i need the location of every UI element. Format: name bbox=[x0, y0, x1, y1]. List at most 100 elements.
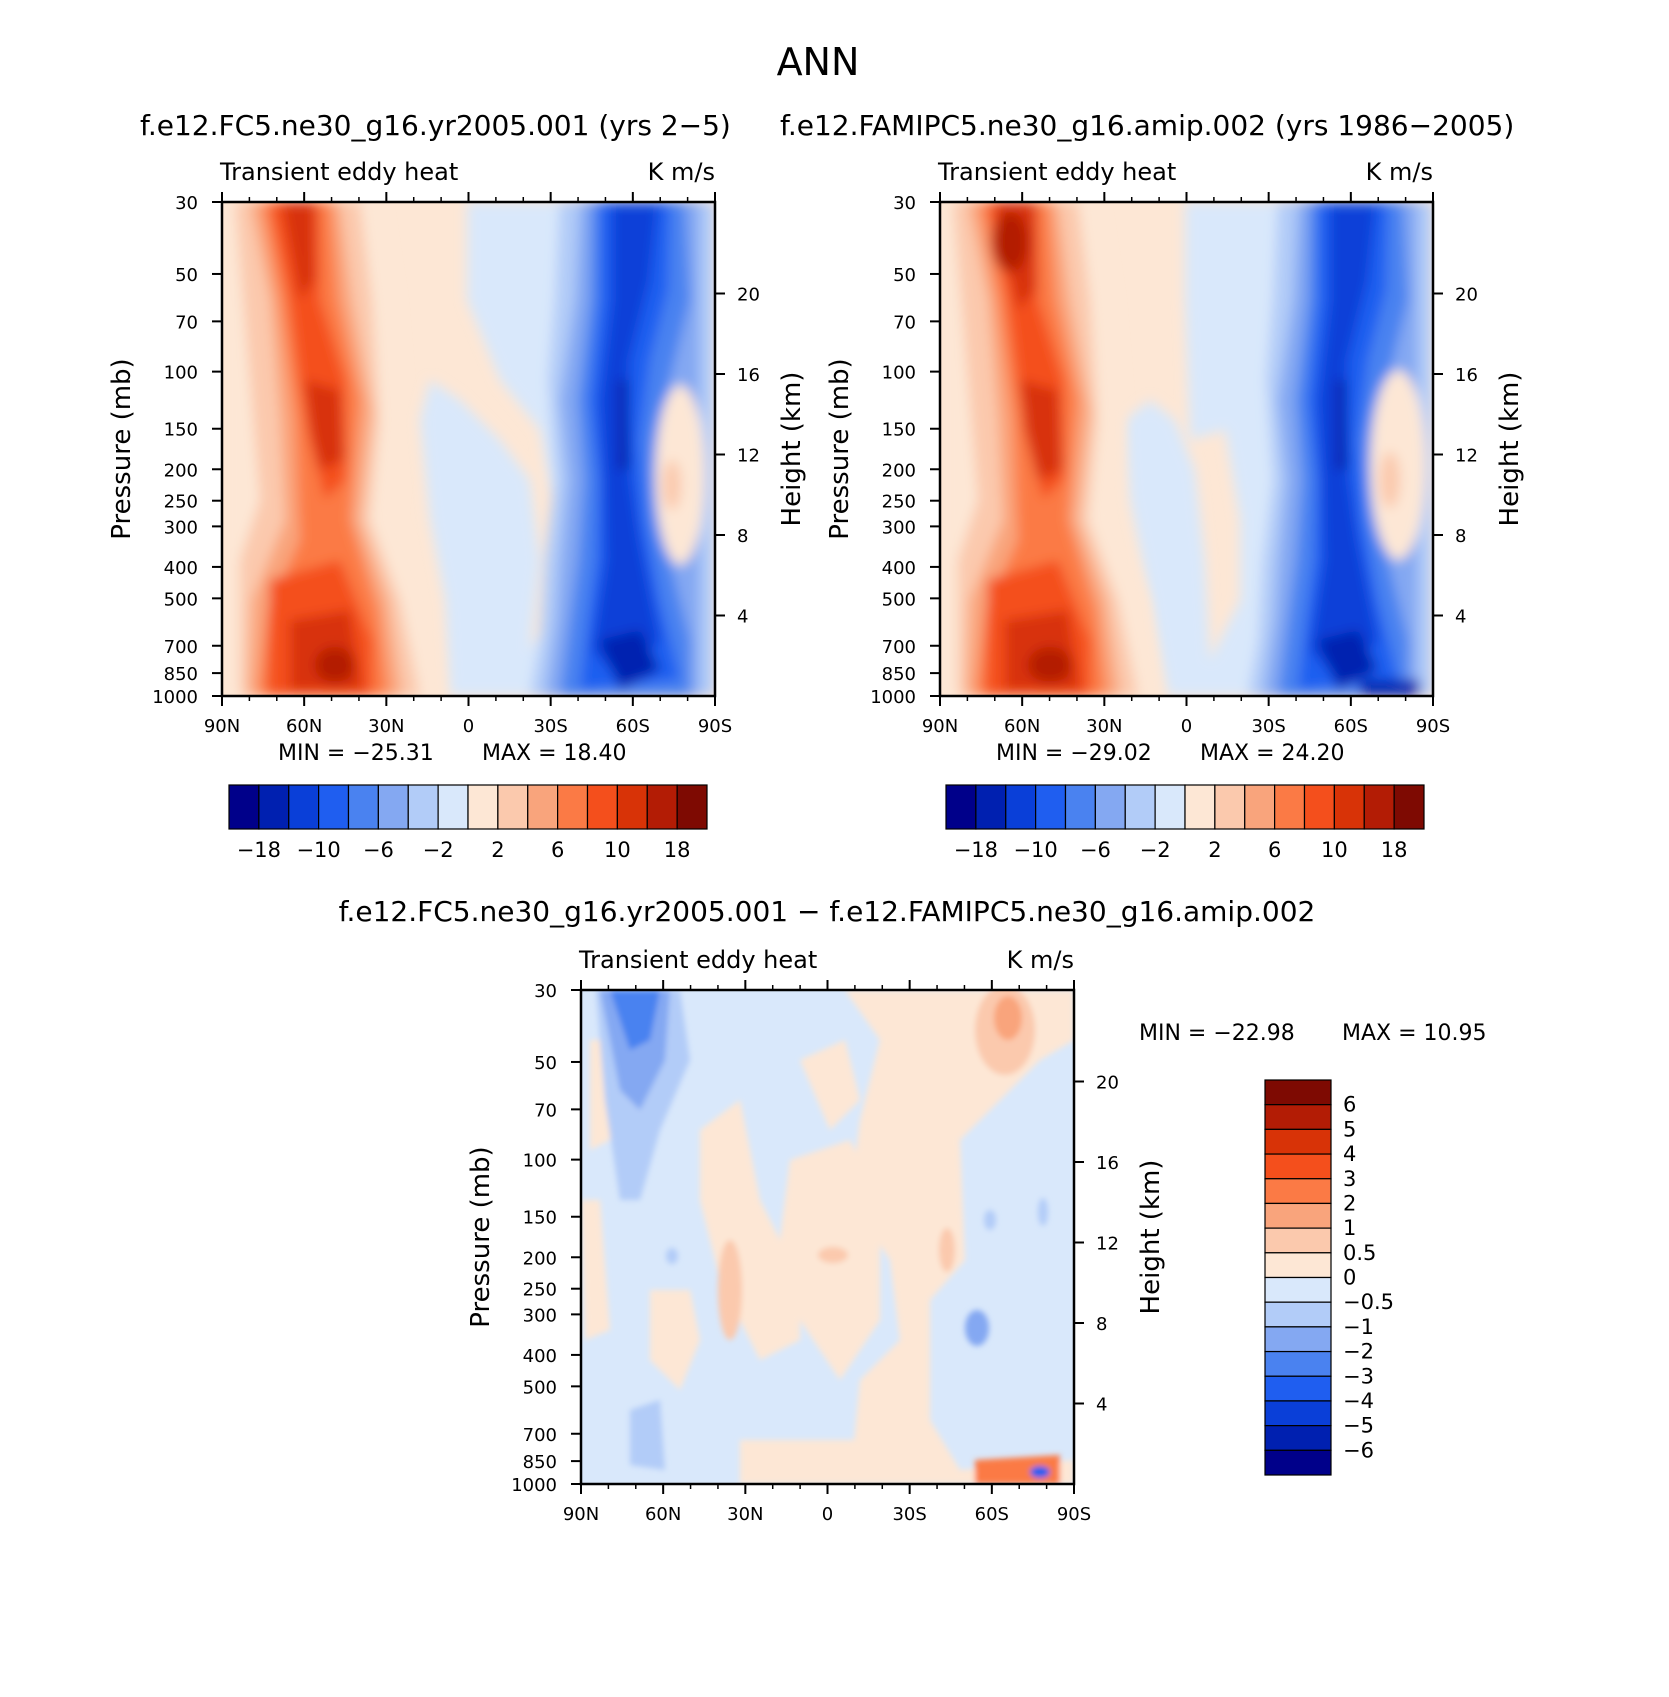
panel-2-ytick-label: 200 bbox=[882, 460, 916, 481]
panel-2-colorbar-label: −10 bbox=[1013, 838, 1057, 862]
panel-2-colorbar-label: −2 bbox=[1140, 838, 1171, 862]
panel-1-ytick-label: 400 bbox=[164, 558, 198, 579]
panel-2-case-title: f.e12.FAMIPC5.ne30_g16.amip.002 (yrs 198… bbox=[780, 109, 1514, 142]
panel-1-field bbox=[222, 202, 715, 696]
panel-3-xtick-label: 90S bbox=[1057, 1504, 1091, 1525]
panel-3-ytick-label: 100 bbox=[523, 1151, 557, 1172]
panel-1-colorbar-swatch bbox=[377, 784, 409, 830]
panel-2-colorbar-label: 18 bbox=[1381, 838, 1408, 862]
panel-3-ytick-label: 300 bbox=[523, 1305, 557, 1326]
panel-1-colorbar-swatch bbox=[527, 784, 559, 830]
panel-3-colorbar-label: 3 bbox=[1343, 1167, 1356, 1191]
panel-3-xtick-label: 30N bbox=[727, 1504, 763, 1525]
panel-1-max: MAX = 18.40 bbox=[482, 741, 627, 766]
panel-2: f.e12.FAMIPC5.ne30_g16.amip.002 (yrs 198… bbox=[780, 109, 1525, 862]
panel-3-colorbar-swatch bbox=[1264, 1252, 1332, 1279]
panel-3-colorbar-label: −6 bbox=[1343, 1438, 1374, 1462]
panel-1-ytick-label: 250 bbox=[164, 492, 198, 513]
panel-2-colorbar-label: 10 bbox=[1321, 838, 1348, 862]
panel-3-min: MIN = −22.98 bbox=[1139, 1021, 1295, 1046]
panel-3-colorbar-label: −0.5 bbox=[1343, 1290, 1394, 1314]
panel-3-colorbar-label: −3 bbox=[1343, 1364, 1374, 1388]
panel-1-ytick-label: 200 bbox=[164, 460, 198, 481]
panel-3-ylabel: Pressure (mb) bbox=[466, 1146, 496, 1327]
panel-3-ytick-right-label: 16 bbox=[1096, 1153, 1119, 1174]
panel-2-ytick-right-label: 16 bbox=[1455, 365, 1478, 386]
panel-2-ytick-right-label: 20 bbox=[1455, 284, 1478, 305]
panel-3-colorbar-label: 6 bbox=[1343, 1093, 1356, 1117]
panel-1-colorbar-label: −6 bbox=[363, 838, 394, 862]
panel-3-colorbar-label: 0.5 bbox=[1343, 1241, 1376, 1265]
panel-2-ytick-label: 250 bbox=[882, 492, 916, 513]
panel-3-colorbar-swatch bbox=[1264, 1227, 1332, 1254]
panel-3-colorbar-swatch bbox=[1264, 1079, 1332, 1106]
panel-3-colorbar-swatch bbox=[1264, 1178, 1332, 1205]
panel-2-xtick-label: 0 bbox=[1181, 716, 1192, 737]
panel-1-variable: Transient eddy heat bbox=[219, 158, 458, 186]
panel-2-colorbar-swatch bbox=[1124, 784, 1156, 830]
panel-1-xtick-label: 60S bbox=[616, 716, 650, 737]
panel-1-ytick-label: 300 bbox=[164, 517, 198, 538]
panel-1-ytick-label: 700 bbox=[164, 637, 198, 658]
panel-2-colorbar-swatch bbox=[1094, 784, 1126, 830]
panel-2-colorbar-swatch bbox=[1064, 784, 1096, 830]
panel-2-min: MIN = −29.02 bbox=[996, 741, 1152, 766]
panel-3-ytick-right-label: 20 bbox=[1096, 1072, 1119, 1093]
panel-2-colorbar-swatch bbox=[1214, 784, 1246, 830]
panel-1-units: K m/s bbox=[648, 158, 715, 186]
panel-3-colorbar-swatch bbox=[1264, 1276, 1332, 1303]
panel-3-colorbar-swatch bbox=[1264, 1326, 1332, 1353]
panel-2-colorbar-swatch bbox=[1393, 784, 1425, 830]
panel-2-ylabel-right: Height (km) bbox=[1495, 372, 1525, 527]
panel-3-colorbar-swatch bbox=[1264, 1449, 1332, 1476]
panel-3-colorbar-label: −2 bbox=[1343, 1340, 1374, 1364]
panel-3-colorbar-label: −4 bbox=[1343, 1389, 1374, 1413]
panel-1-case-title: f.e12.FC5.ne30_g16.yr2005.001 (yrs 2−5) bbox=[140, 109, 731, 142]
panel-2-ytick-right-label: 12 bbox=[1455, 445, 1478, 466]
panel-1-ytick-right-label: 16 bbox=[737, 365, 760, 386]
panel-1-ytick-label: 500 bbox=[164, 589, 198, 610]
panel-1-colorbar-label: −2 bbox=[423, 838, 454, 862]
panel-3-ylabel-right: Height (km) bbox=[1136, 1160, 1166, 1315]
panel-3-ytick-label: 250 bbox=[523, 1280, 557, 1301]
panel-2-ytick-right-label: 4 bbox=[1455, 606, 1466, 627]
panel-1-colorbar-swatch bbox=[437, 784, 469, 830]
panel-3-ytick-label: 30 bbox=[534, 981, 557, 1002]
panel-1-ytick-right-label: 4 bbox=[737, 606, 748, 627]
panel-1-colorbar-label: −18 bbox=[237, 838, 281, 862]
panel-1-min: MIN = −25.31 bbox=[278, 741, 434, 766]
panel-2-ytick-label: 100 bbox=[882, 363, 916, 384]
panel-1-colorbar-label: 18 bbox=[664, 838, 691, 862]
panel-1-colorbar-swatch bbox=[407, 784, 439, 830]
panel-3-xtick-label: 60S bbox=[975, 1504, 1009, 1525]
panel-3-ytick-label: 70 bbox=[534, 1100, 557, 1121]
panel-3-colorbar-label: 1 bbox=[1343, 1216, 1356, 1240]
panel-2-xtick-label: 90S bbox=[1416, 716, 1450, 737]
panel-2-ytick-label: 1000 bbox=[870, 687, 916, 708]
panel-3-max: MAX = 10.95 bbox=[1342, 1021, 1487, 1046]
panel-2-colorbar-swatch bbox=[1184, 784, 1216, 830]
panel-2-colorbar-swatch bbox=[1333, 784, 1365, 830]
panel-3-colorbar-label: 0 bbox=[1343, 1266, 1356, 1290]
panel-2-colorbar-swatch bbox=[1274, 784, 1306, 830]
panel-3-colorbar-swatch bbox=[1264, 1375, 1332, 1402]
panel-3-ytick-label: 400 bbox=[523, 1346, 557, 1367]
panel-3-colorbar-swatch bbox=[1264, 1425, 1332, 1451]
panel-3-ytick-label: 50 bbox=[534, 1053, 557, 1074]
panel-2-xtick-label: 30N bbox=[1086, 716, 1122, 737]
panel-3-ytick-right-label: 8 bbox=[1096, 1314, 1107, 1335]
panel-1-ytick-label: 850 bbox=[164, 664, 198, 685]
panel-1-colorbar-label: 10 bbox=[604, 838, 631, 862]
panel-1-colorbar-swatch bbox=[646, 784, 678, 830]
panel-2-xtick-label: 60S bbox=[1334, 716, 1368, 737]
panel-1-ytick-right-label: 12 bbox=[737, 445, 760, 466]
panel-1-colorbar-swatch bbox=[467, 784, 499, 830]
panel-2-xtick-label: 60N bbox=[1004, 716, 1040, 737]
panel-1-colorbar-label: 6 bbox=[551, 838, 564, 862]
panel-3-colorbar-swatch bbox=[1264, 1400, 1332, 1427]
panel-3-ytick-label: 1000 bbox=[511, 1475, 557, 1496]
panel-2-colorbar-swatch bbox=[1005, 784, 1037, 830]
panel-1-colorbar-swatch bbox=[228, 784, 260, 830]
